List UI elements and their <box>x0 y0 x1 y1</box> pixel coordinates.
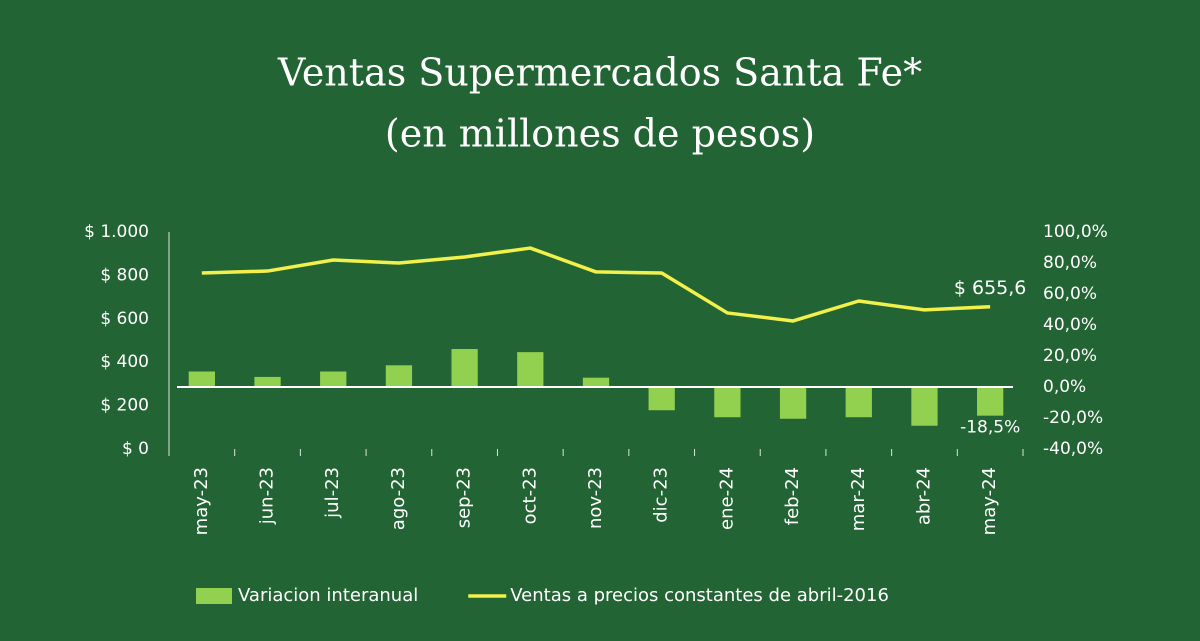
y-tick-label: $ 200 <box>100 396 149 416</box>
chart-title: Ventas Supermercados Santa Fe* <box>277 51 922 95</box>
data-label: -18,5% <box>960 418 1020 438</box>
y2-tick-label: -20,0% <box>1043 408 1103 428</box>
data-label: $ 655,6 <box>954 277 1027 299</box>
x-tick-label: may-24 <box>979 467 1000 535</box>
x-tick-label: jun-23 <box>257 467 278 525</box>
x-tick-label: oct-23 <box>519 467 540 524</box>
line <box>201 246 991 323</box>
x-tick-label: nov-23 <box>585 467 606 529</box>
bar <box>254 376 281 387</box>
bar <box>188 371 215 387</box>
bar <box>320 371 347 387</box>
bar <box>779 387 807 419</box>
bar <box>714 387 741 418</box>
y2-tick-label: 0,0% <box>1043 377 1086 397</box>
y-tick-label: $ 400 <box>100 352 149 372</box>
y2-tick-label: 40,0% <box>1043 315 1097 335</box>
bar <box>911 387 938 426</box>
chart-subtitle: (en millones de pesos) <box>385 112 815 156</box>
x-tick-label: feb-24 <box>782 467 803 525</box>
x-tick-label: abr-24 <box>913 467 934 525</box>
x-tick-label: may-23 <box>191 467 212 535</box>
x-tick-label: mar-24 <box>848 467 869 531</box>
bar <box>385 365 413 387</box>
bar <box>648 387 675 411</box>
y2-tick-label: 80,0% <box>1043 253 1097 273</box>
bar <box>451 349 478 387</box>
x-tick-label: ene-24 <box>716 467 737 530</box>
y2-tick-label: 60,0% <box>1043 284 1097 304</box>
bar <box>582 377 610 387</box>
y-tick-label: $ 600 <box>100 309 149 329</box>
legend-label: Ventas a precios constantes de abril-201… <box>510 585 889 606</box>
y2-tick-label: 100,0% <box>1043 222 1108 242</box>
bar <box>517 352 544 387</box>
y2-tick-label: 20,0% <box>1043 346 1097 366</box>
x-tick-label: jul-23 <box>322 467 343 519</box>
y-tick-label: $ 800 <box>100 265 149 285</box>
y-tick-label: $ 1.000 <box>84 222 149 242</box>
x-tick-label: sep-23 <box>454 467 475 528</box>
legend-label: Variacion interanual <box>238 585 418 606</box>
y-tick-label: $ 0 <box>122 439 149 459</box>
x-tick-label: dic-23 <box>651 467 672 523</box>
bar <box>845 387 872 418</box>
bar <box>977 387 1004 416</box>
legend-swatch <box>196 588 232 604</box>
y2-tick-label: -40,0% <box>1043 439 1103 459</box>
x-tick-label: ago-23 <box>388 467 409 530</box>
